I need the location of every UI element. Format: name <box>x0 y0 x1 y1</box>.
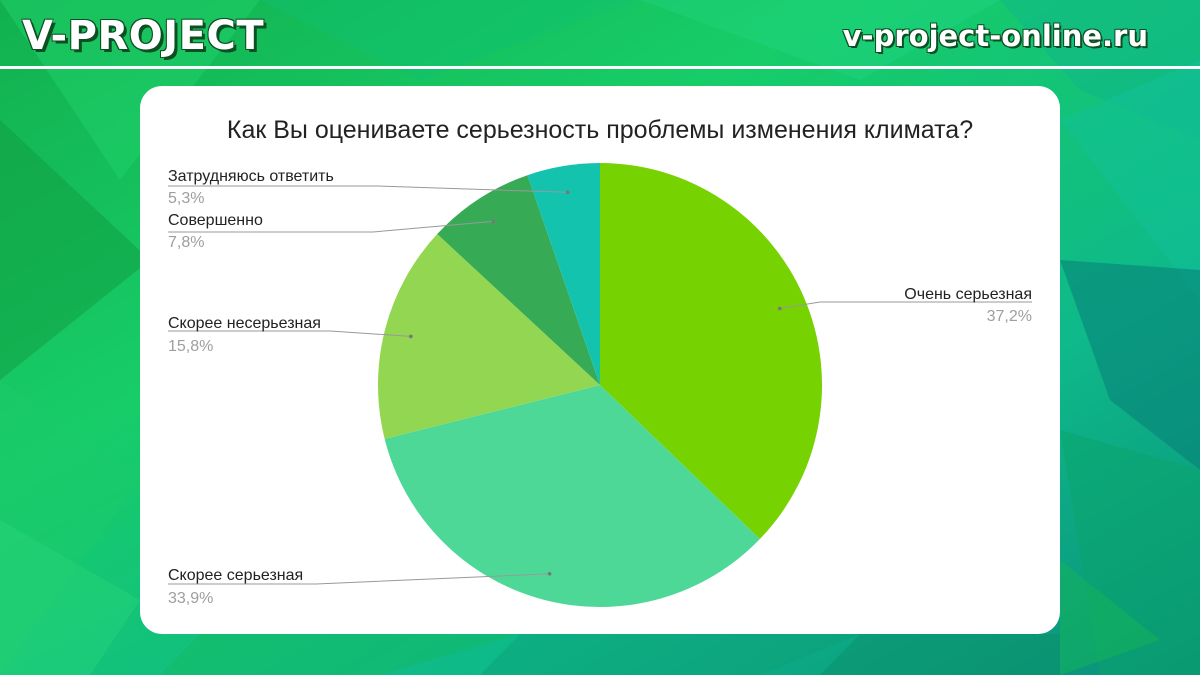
slice-label: Скорее серьезная <box>168 567 303 584</box>
brand-logo-text: V-PROJECT <box>22 13 265 59</box>
chart-title: Как Вы оцениваете серьезность проблемы и… <box>226 116 974 144</box>
leader-line <box>779 301 1032 309</box>
leader-dot <box>778 306 782 311</box>
pie-slice <box>377 234 600 439</box>
slice-label: Очень серьезная <box>904 286 1032 303</box>
slice-value-label: 15,8% <box>168 338 213 355</box>
pie-slice <box>384 385 760 608</box>
slice-label: Затрудняюсь ответить <box>168 168 334 185</box>
leader-dot <box>409 334 413 339</box>
pie-slice <box>600 163 823 539</box>
leader-line <box>168 573 550 585</box>
chart-card: Как Вы оцениваете серьезность проблемы и… <box>140 86 1060 634</box>
header-divider <box>0 66 1200 69</box>
site-url: v-project-online.ru <box>842 19 1148 53</box>
slice-value-label: 7,8% <box>168 234 204 251</box>
pie-chart: Очень серьезная 37,2% Скорее серьезная 33,9… <box>168 163 1032 608</box>
leader-dot <box>565 190 570 195</box>
slice-label: Скорее несерьезная <box>168 315 321 332</box>
slice-value-label: 5,3% <box>168 190 204 207</box>
slice-label: Совершенно <box>168 212 263 229</box>
leader-line <box>168 185 568 193</box>
pie-slice <box>527 163 600 385</box>
leader-line <box>168 330 411 337</box>
leader-dot <box>547 572 552 576</box>
pie-slice <box>437 175 600 385</box>
slice-value-label: 33,9% <box>168 590 213 607</box>
slice-value-label: 37,2% <box>987 308 1032 325</box>
leader-dot <box>491 219 496 224</box>
leader-line <box>168 220 494 233</box>
